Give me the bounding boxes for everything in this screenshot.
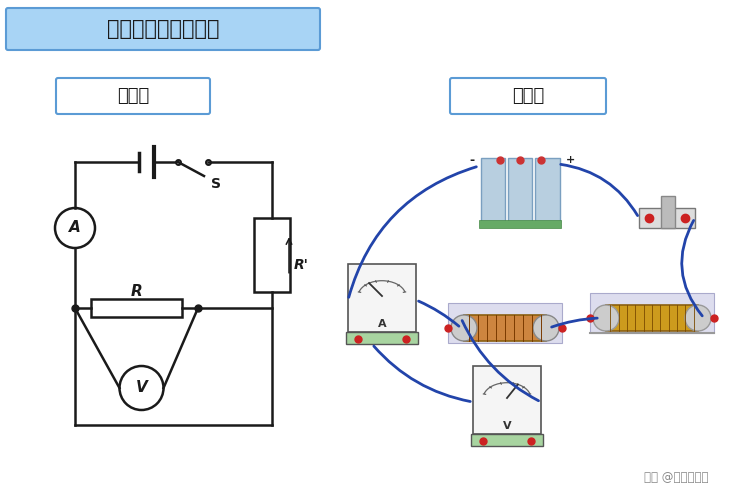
Text: 头条 @理性科普者: 头条 @理性科普者	[644, 471, 708, 484]
Text: R': R'	[294, 258, 309, 272]
Bar	[348, 264, 416, 332]
Text: +: +	[566, 155, 575, 165]
Bar	[661, 196, 675, 228]
Circle shape	[451, 315, 477, 341]
Bar	[471, 434, 543, 446]
Bar	[481, 158, 505, 222]
Text: 实物图: 实物图	[512, 87, 544, 105]
Circle shape	[593, 305, 619, 331]
Text: V: V	[503, 421, 512, 431]
Text: 实验电路图和实物图: 实验电路图和实物图	[106, 19, 219, 39]
Bar	[346, 332, 418, 344]
Bar	[606, 305, 698, 331]
FancyBboxPatch shape	[6, 8, 320, 50]
Bar	[536, 158, 560, 222]
Text: -: -	[469, 154, 474, 167]
Circle shape	[55, 208, 95, 248]
Circle shape	[685, 305, 711, 331]
Bar	[473, 366, 541, 434]
Text: 电路图: 电路图	[117, 87, 149, 105]
Bar	[91, 299, 182, 317]
Text: V: V	[136, 380, 147, 395]
Bar	[590, 293, 714, 333]
FancyBboxPatch shape	[450, 78, 606, 114]
Bar	[479, 220, 561, 228]
Bar	[448, 303, 562, 343]
Text: A: A	[378, 319, 386, 329]
Text: S: S	[211, 177, 221, 191]
Bar	[508, 158, 532, 222]
FancyBboxPatch shape	[56, 78, 210, 114]
Bar	[464, 315, 546, 341]
Circle shape	[119, 366, 164, 410]
Bar	[639, 208, 695, 228]
Text: A: A	[69, 220, 81, 235]
Bar	[254, 218, 290, 292]
Circle shape	[533, 315, 559, 341]
Text: R: R	[130, 283, 142, 298]
